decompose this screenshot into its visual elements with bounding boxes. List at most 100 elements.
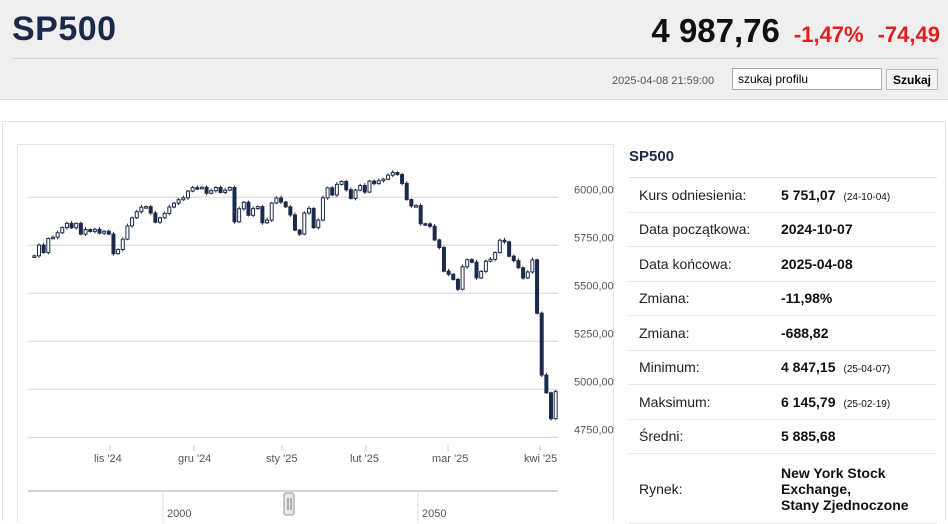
info-row: Zmiana: -11,98% (629, 282, 937, 316)
info-value-date: (25-04-07) (843, 364, 891, 376)
candle-body (50, 236, 55, 240)
candle-body (521, 267, 526, 279)
info-value-line: Exchange, (781, 480, 852, 497)
candle-body (246, 201, 251, 216)
info-value: -11,98% (781, 290, 832, 306)
candle-body (176, 199, 181, 204)
candle-body (204, 186, 209, 194)
info-label: Data końcowa: (639, 255, 732, 272)
candle-body (64, 222, 69, 229)
candle-body (502, 239, 507, 243)
candle-body (55, 232, 60, 238)
candle-body (274, 197, 279, 204)
info-label: Średni: (639, 428, 684, 445)
candle-body (414, 205, 419, 208)
change-percent: -1,47% (793, 22, 864, 47)
candle-body (409, 199, 414, 207)
info-value-main: 5 885,68 (781, 428, 836, 445)
info-value: 5 885,68 (781, 428, 836, 444)
search-input[interactable] (732, 68, 882, 90)
candle-body (83, 229, 88, 235)
y-tick-label: 4750,00 (574, 424, 614, 436)
candle-body (74, 222, 79, 229)
candle-body (306, 207, 311, 214)
candle-body (479, 270, 484, 279)
candle-body (283, 201, 288, 208)
info-value-line: Stany Zjednoczone (781, 496, 909, 513)
info-row: Zmiana: -688,82 (629, 316, 937, 351)
candle-body (111, 233, 116, 255)
info-panel: SP500 Kurs odniesienia: 5 751,07 (24-10-04… (629, 144, 937, 524)
candle-body (362, 185, 367, 193)
info-row: Maksimum: 6 145,79 (25-02-19) (629, 385, 937, 420)
candle-body (507, 241, 512, 257)
candle-body (102, 230, 107, 234)
candle-body (418, 205, 423, 225)
info-label: Zmiana: (639, 290, 690, 307)
navigator-handle[interactable] (283, 492, 295, 516)
candle-body (158, 217, 163, 223)
candle-body (269, 202, 274, 221)
candle-body (330, 187, 335, 196)
candle-body (320, 197, 325, 221)
info-label: Kurs odniesienia: (639, 186, 747, 203)
info-label: Rynek: (639, 480, 683, 497)
info-value: -688,82 (781, 325, 828, 341)
candle-body (144, 206, 149, 209)
info-label: Maksimum: (639, 393, 711, 410)
info-label: Data początkowa: (639, 221, 751, 238)
x-tick-label: mar '25 (432, 453, 468, 465)
candle-body (441, 247, 446, 272)
info-value-date: (25-02-19) (843, 398, 891, 410)
candle-body (376, 180, 381, 185)
candle-body (325, 187, 330, 199)
candle-body (185, 190, 190, 199)
candle-body (395, 171, 400, 176)
candle-body (195, 187, 200, 190)
candle-body (348, 189, 353, 199)
candle-body (474, 261, 479, 279)
candle-body (69, 222, 74, 229)
candle-body (423, 223, 428, 226)
y-tick-label: 6000,00 (574, 184, 614, 196)
candle-body (390, 171, 395, 176)
candle-body (288, 206, 293, 216)
candle-body (181, 197, 186, 201)
candle-body (167, 206, 172, 214)
candle-body (516, 260, 521, 269)
candle-body (36, 244, 41, 257)
y-tick-label: 5000,00 (574, 376, 614, 388)
candle-body (539, 312, 544, 376)
candle-body (446, 270, 451, 275)
candle-body (97, 228, 102, 234)
candle-body (437, 239, 442, 249)
candle-body (78, 222, 83, 235)
search-button[interactable]: Szukaj (886, 69, 938, 90)
candle-body (455, 278, 460, 290)
candle-body (41, 244, 46, 254)
candle-body (265, 219, 270, 224)
x-tick-label: sty '25 (266, 453, 297, 465)
candle-body (432, 225, 437, 241)
info-value: 4 847,15 (25-04-07) (781, 359, 890, 375)
candle-body (451, 273, 456, 280)
candle-body (213, 186, 218, 192)
candle-body (106, 230, 111, 235)
candle-body (497, 239, 502, 254)
price-chart[interactable]: 6000,00 5750,00 5500,00 5250,00 5000,00 4750,… (17, 144, 615, 523)
x-tick-label: gru '24 (178, 453, 211, 465)
chart-svg[interactable]: 6000,00 5750,00 5500,00 5250,00 5000,00 4750,… (18, 145, 615, 523)
navigator-label: 2050 (422, 508, 446, 520)
candle-body (116, 248, 121, 255)
candle-body (316, 219, 321, 229)
info-row: Kurs odniesienia: 5 751,07 (24-10-04) (629, 178, 937, 213)
candle-body (460, 266, 465, 290)
info-table: Kurs odniesienia: 5 751,07 (24-10-04) Data … (629, 178, 937, 524)
candle-body (530, 259, 535, 273)
info-value-main: -11,98% (781, 290, 833, 307)
candle-body (404, 182, 409, 201)
info-row: Rynek: New York Stock Exchange, Stany Zjedn… (629, 454, 937, 524)
info-row: Data początkowa: 2024-10-07 (629, 213, 937, 247)
candle-body (427, 223, 432, 227)
candle-body (400, 174, 405, 184)
